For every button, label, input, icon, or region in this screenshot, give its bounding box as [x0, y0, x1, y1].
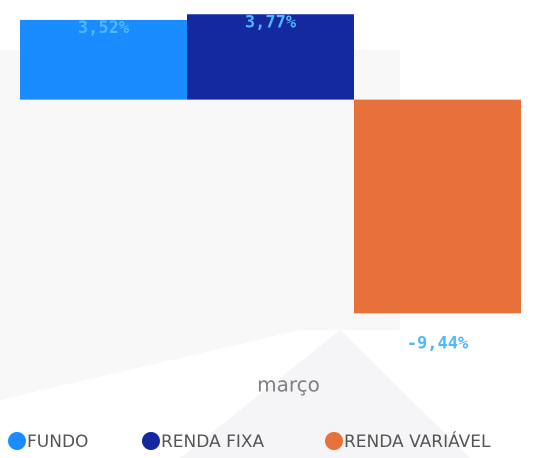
- x-tick-label: março: [257, 373, 320, 397]
- legend-swatch: [8, 432, 26, 450]
- value-label: 3,77%: [245, 12, 297, 32]
- bar: [354, 99, 521, 314]
- legend-swatch: [142, 432, 160, 450]
- watermark: [0, 50, 470, 458]
- legend-label: FUNDO: [27, 432, 88, 452]
- value-label: -9,44%: [407, 333, 469, 353]
- value-label: 3,52%: [78, 18, 130, 38]
- bar: [20, 19, 187, 100]
- legend-label: RENDA VARIÁVEL: [344, 430, 491, 452]
- legend-swatch: [325, 432, 343, 450]
- bar: [187, 14, 354, 100]
- legend-label: RENDA FIXA: [161, 432, 265, 452]
